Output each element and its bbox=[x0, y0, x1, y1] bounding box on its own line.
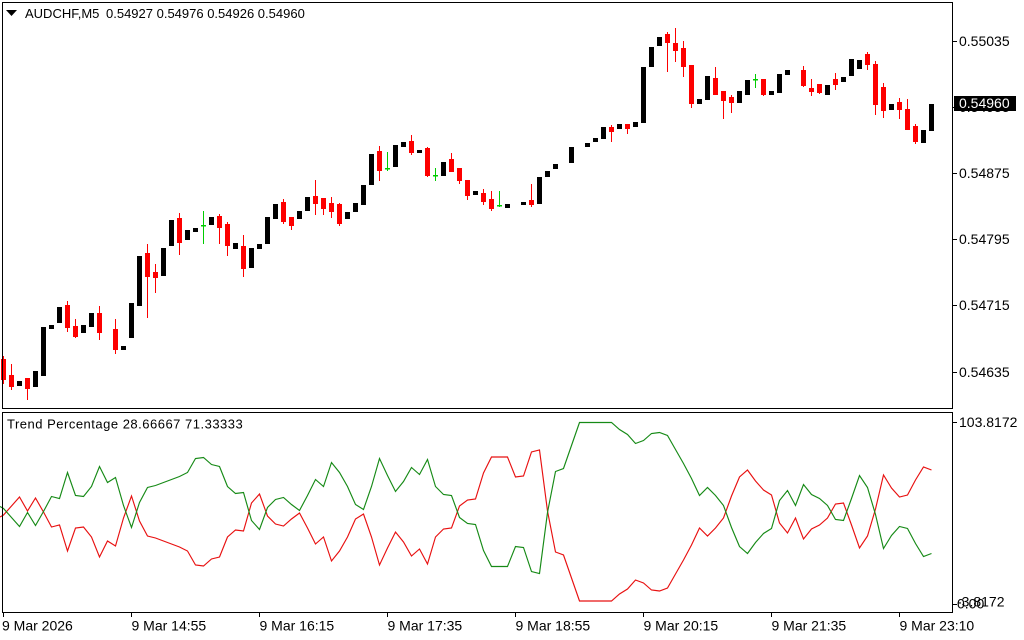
svg-text:9 Mar 21:35: 9 Mar 21:35 bbox=[772, 618, 847, 634]
svg-text:0.54715: 0.54715 bbox=[959, 297, 1010, 313]
svg-text:0.54795: 0.54795 bbox=[959, 231, 1010, 247]
svg-text:0.55035: 0.55035 bbox=[959, 33, 1010, 49]
svg-text:9 Mar 18:55: 9 Mar 18:55 bbox=[516, 618, 591, 634]
svg-text:9 Mar 17:35: 9 Mar 17:35 bbox=[388, 618, 463, 634]
svg-text:Trend Percentage 28.66667 71.3: Trend Percentage 28.66667 71.33333 bbox=[7, 417, 243, 432]
svg-text:9 Mar 23:10: 9 Mar 23:10 bbox=[900, 618, 975, 634]
svg-text:0.54875: 0.54875 bbox=[959, 165, 1010, 181]
svg-text:0.00: 0.00 bbox=[957, 596, 984, 612]
svg-text:9 Mar 2026: 9 Mar 2026 bbox=[2, 618, 73, 634]
svg-text:9 Mar 14:55: 9 Mar 14:55 bbox=[132, 618, 207, 634]
svg-text:9 Mar 20:15: 9 Mar 20:15 bbox=[644, 618, 719, 634]
svg-text:0.54927 0.54976 0.54926 0.5496: 0.54927 0.54976 0.54926 0.54960 bbox=[106, 6, 305, 21]
svg-text:0.54960: 0.54960 bbox=[959, 95, 1010, 111]
svg-text:AUDCHF,M5: AUDCHF,M5 bbox=[25, 6, 99, 21]
svg-text:0.54635: 0.54635 bbox=[959, 364, 1010, 380]
svg-text:-3.8172: -3.8172 bbox=[957, 594, 1005, 610]
svg-text:103.8172: 103.8172 bbox=[959, 414, 1018, 430]
svg-text:9 Mar 16:15: 9 Mar 16:15 bbox=[260, 618, 335, 634]
